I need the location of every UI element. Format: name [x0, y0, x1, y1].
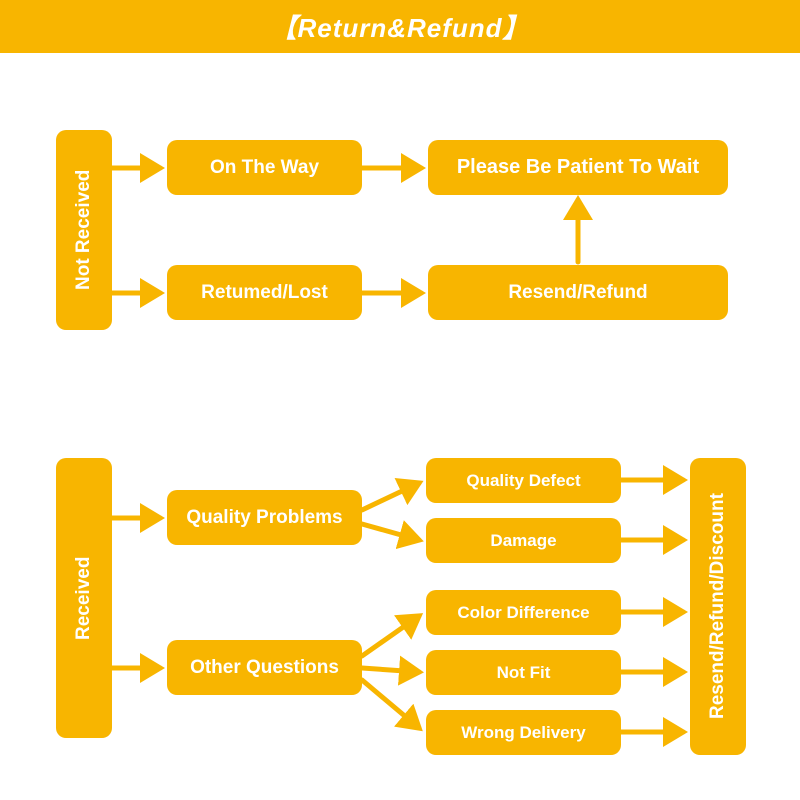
node-label: Received — [73, 556, 95, 639]
arrow-9 — [362, 616, 419, 656]
node-wrong-deliv: Wrong Delivery — [426, 710, 621, 755]
node-patient: Please Be Patient To Wait — [428, 140, 728, 195]
arrow-8 — [362, 524, 419, 540]
header-title: 【Return&Refund】 — [270, 8, 529, 45]
node-label: Not Fit — [497, 663, 551, 683]
node-not-fit: Not Fit — [426, 650, 621, 695]
arrows-layer — [0, 0, 800, 800]
node-label: Other Questions — [190, 657, 339, 679]
node-label: Quality Defect — [466, 471, 580, 491]
node-color-diff: Color Difference — [426, 590, 621, 635]
node-returned-lost: Retumed/Lost — [167, 265, 362, 320]
node-label: Not Received — [73, 170, 95, 290]
node-on-the-way: On The Way — [167, 140, 362, 195]
node-label: Quality Problems — [186, 507, 342, 529]
node-quality-prob: Quality Problems — [167, 490, 362, 545]
node-label: Please Be Patient To Wait — [457, 156, 699, 179]
node-label: Resend/Refund — [508, 282, 647, 304]
node-damage: Damage — [426, 518, 621, 563]
node-resend-refund: Resend/Refund — [428, 265, 728, 320]
header-banner: 【Return&Refund】 — [0, 0, 800, 53]
node-label: Retumed/Lost — [201, 282, 328, 304]
arrow-11 — [362, 680, 419, 728]
arrow-7 — [362, 483, 419, 510]
node-label: Damage — [490, 531, 556, 551]
arrow-10 — [362, 668, 419, 672]
node-not-received: Not Received — [56, 130, 112, 330]
node-received: Received — [56, 458, 112, 738]
node-label: Color Difference — [457, 603, 589, 623]
node-quality-defect: Quality Defect — [426, 458, 621, 503]
node-rrd: Resend/Refund/Discount — [690, 458, 746, 755]
node-label: Wrong Delivery — [461, 723, 585, 743]
node-other-q: Other Questions — [167, 640, 362, 695]
node-label: Resend/Refund/Discount — [707, 494, 729, 720]
node-label: On The Way — [210, 157, 319, 179]
